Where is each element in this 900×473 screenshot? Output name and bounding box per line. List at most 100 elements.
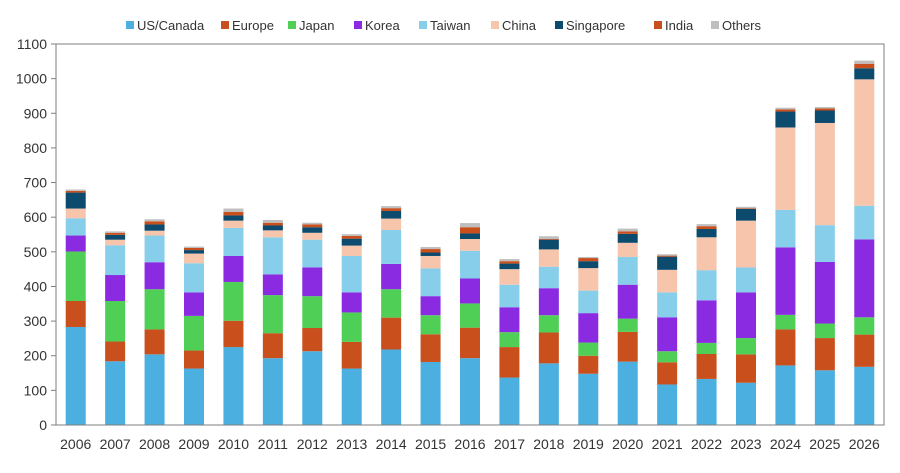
bar-segment-korea-2019 <box>578 313 599 343</box>
bar-segment-others-2022 <box>696 224 717 227</box>
legend-label: China <box>502 18 537 33</box>
x-tick-label: 2020 <box>612 436 643 452</box>
bar-segment-taiwan-2021 <box>657 292 678 318</box>
bar-segment-europe-2010 <box>223 320 244 348</box>
bar-segment-india-2006 <box>65 190 86 193</box>
x-tick-label: 2010 <box>218 436 249 452</box>
bar-segment-china-2025 <box>814 122 835 226</box>
bar-segment-taiwan-2026 <box>854 205 875 240</box>
bar-segment-china-2023 <box>736 220 756 268</box>
bar-segment-china-2008 <box>144 230 165 236</box>
bar-segment-europe-2020 <box>617 331 638 362</box>
legend-label: Taiwan <box>430 18 470 33</box>
bar-segment-taiwan-2019 <box>578 290 599 314</box>
bar-segment-japan-2006 <box>65 251 86 302</box>
bar-segment-india-2009 <box>184 248 204 251</box>
bar-segment-china-2022 <box>696 237 717 271</box>
legend-label: Korea <box>365 18 400 33</box>
bar-segment-china-2016 <box>460 239 480 251</box>
y-tick-label: 1000 <box>16 71 47 87</box>
bar-segment-japan-2025 <box>814 323 835 339</box>
bar-segment-japan-2013 <box>341 312 362 342</box>
bar-segment-europe-2011 <box>262 333 283 359</box>
bar-segment-taiwan-2009 <box>184 263 204 293</box>
bar-segment-korea-2017 <box>499 307 520 333</box>
legend-swatch <box>126 21 134 29</box>
x-tick-label: 2008 <box>139 436 170 452</box>
bar-segment-others-2009 <box>184 246 204 249</box>
bar-segment-europe-2009 <box>184 350 204 369</box>
x-tick-label: 2006 <box>60 436 91 452</box>
y-tick-label: 600 <box>24 209 48 225</box>
bar-segment-taiwan-2008 <box>144 235 165 263</box>
bar-segment-others-2015 <box>420 246 441 250</box>
bar-segment-others-2018 <box>538 236 559 240</box>
bar-segment-india-2019 <box>578 258 599 262</box>
bar-segment-singapore-2006 <box>65 192 86 209</box>
legend-swatch <box>555 21 563 29</box>
bar-segment-singapore-2022 <box>696 228 717 238</box>
legend-swatch <box>491 21 499 29</box>
bar-segment-us-canada-2025 <box>814 370 835 425</box>
x-tick-label: 2007 <box>100 436 131 452</box>
bar-segment-taiwan-2023 <box>736 267 756 293</box>
bar-segment-singapore-2020 <box>617 233 638 243</box>
bar-segment-india-2016 <box>460 227 480 234</box>
bar-segment-singapore-2017 <box>499 263 520 270</box>
bar-segment-korea-2016 <box>460 278 480 304</box>
bar-segment-japan-2022 <box>696 342 717 354</box>
bar-segment-india-2021 <box>657 255 678 257</box>
bar-segment-taiwan-2018 <box>538 266 559 289</box>
bar-segment-india-2007 <box>105 232 126 235</box>
y-tick-label: 800 <box>24 140 48 156</box>
bar-segment-korea-2021 <box>657 317 678 352</box>
bar-segment-europe-2025 <box>814 338 835 371</box>
bar-segment-china-2020 <box>617 242 638 258</box>
bar-segment-taiwan-2016 <box>460 250 480 279</box>
bar-segment-singapore-2007 <box>105 234 126 240</box>
bar-segment-us-canada-2011 <box>262 358 283 425</box>
bar-segment-korea-2010 <box>223 255 244 282</box>
bar-segment-taiwan-2011 <box>262 237 283 275</box>
bar-segment-china-2006 <box>65 208 86 219</box>
bar-segment-others-2016 <box>460 223 480 228</box>
y-tick-label: 400 <box>24 278 48 294</box>
bar-segment-singapore-2026 <box>854 68 875 80</box>
bar-segment-singapore-2015 <box>420 252 441 256</box>
bar-segment-korea-2026 <box>854 239 875 318</box>
bar-segment-singapore-2019 <box>578 261 599 269</box>
x-tick-label: 2011 <box>258 436 288 452</box>
bar-segment-us-canada-2015 <box>420 361 441 425</box>
bar-segment-europe-2024 <box>775 329 796 366</box>
bar-segment-us-canada-2020 <box>617 361 638 425</box>
bar-segment-taiwan-2013 <box>341 255 362 293</box>
bar-segment-europe-2018 <box>538 332 559 364</box>
bar-segment-singapore-2011 <box>262 225 283 231</box>
bar-segment-taiwan-2007 <box>105 245 126 276</box>
bar-segment-china-2012 <box>302 232 323 240</box>
x-tick-label: 2021 <box>652 436 683 452</box>
bar-segment-others-2023 <box>736 206 756 209</box>
bar-segment-singapore-2012 <box>302 227 323 233</box>
bar-segment-singapore-2025 <box>814 110 835 123</box>
bar-segment-others-2024 <box>775 107 796 110</box>
bar-segment-others-2026 <box>854 60 875 64</box>
x-tick-label: 2016 <box>454 436 485 452</box>
bar-segment-japan-2024 <box>775 314 796 330</box>
bar-segment-korea-2024 <box>775 247 796 315</box>
bar-segment-europe-2023 <box>736 354 756 383</box>
bar-segment-us-canada-2014 <box>381 349 402 425</box>
legend-label: India <box>665 18 694 33</box>
bar-segment-others-2012 <box>302 222 323 225</box>
bar-segment-japan-2008 <box>144 289 165 330</box>
bar-segment-europe-2014 <box>381 317 402 350</box>
bar-segment-others-2006 <box>65 189 86 191</box>
bar-segment-taiwan-2015 <box>420 268 441 297</box>
bar-segment-europe-2008 <box>144 329 165 355</box>
y-axis: 0 100 200 300 400 500 600 700 800 900 1000 1100 <box>16 36 56 433</box>
bar-segment-japan-2014 <box>381 289 402 318</box>
bar-segment-others-2025 <box>814 107 835 109</box>
legend-swatch <box>711 21 719 29</box>
bar-segment-japan-2016 <box>460 303 480 328</box>
